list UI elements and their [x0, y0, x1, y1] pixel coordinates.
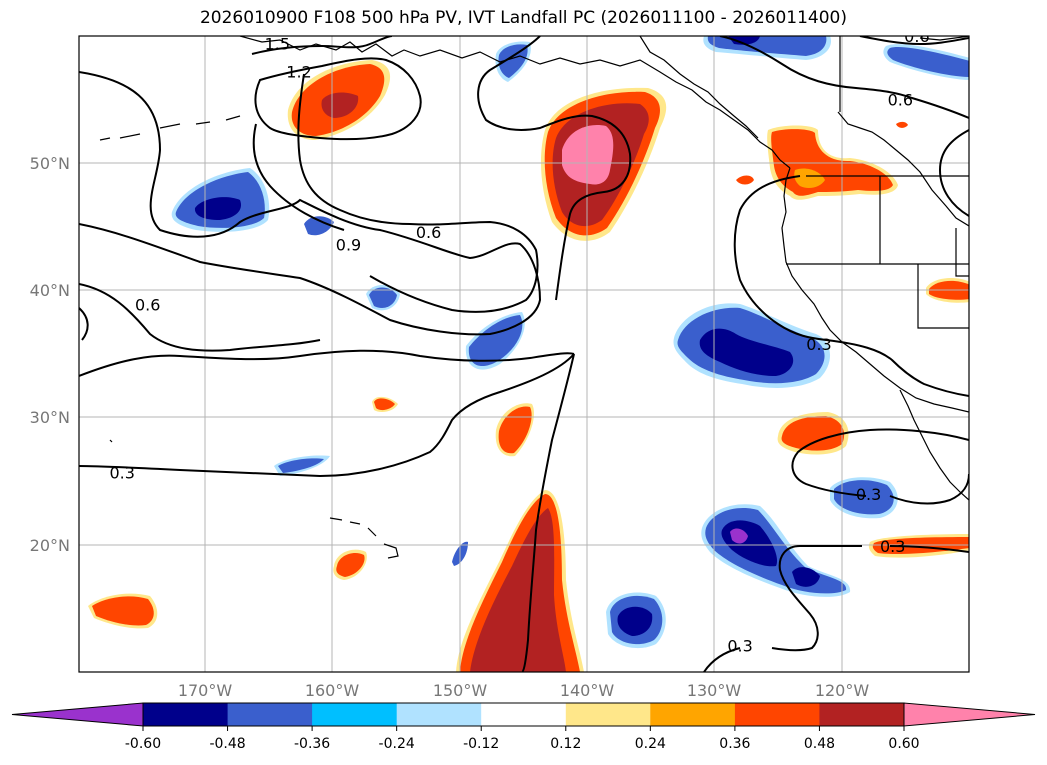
colorbar-tick-label: -0.12: [463, 736, 499, 752]
colorbar-tick-label: -0.24: [379, 736, 415, 752]
colorbar-tick-label: -0.36: [294, 736, 330, 752]
colorbar-tick-label: 0.24: [635, 736, 666, 752]
lon-label-120w: 120°W: [815, 681, 870, 700]
longitude-labels: 170°W 160°W 150°W 140°W 130°W 120°W: [178, 681, 870, 700]
lat-label-20n: 20°N: [30, 536, 70, 555]
contour-label: 0.3: [806, 335, 831, 354]
lat-label-50n: 50°N: [30, 154, 70, 173]
contour-label: 1.5: [265, 35, 290, 54]
contour-label: 1.2: [286, 63, 311, 82]
negative-anomaly-baja: [834, 480, 894, 515]
positive-anomaly-small: [336, 553, 365, 577]
contour-label: 0.6: [904, 27, 929, 46]
lon-label-170w: 170°W: [178, 681, 233, 700]
negative-anomaly-north: [728, 36, 760, 45]
positive-anomaly-tropical-plume: [470, 508, 566, 672]
colorbar-segment: [819, 703, 905, 726]
lon-label-160w: 160°W: [305, 681, 360, 700]
colorbar-extend-high: [903, 702, 1036, 727]
contour-label: 0.6: [135, 295, 160, 314]
colorbar-segment: [312, 703, 398, 726]
colorbar-segment: [565, 703, 651, 726]
positive-anomaly-gulf-alaska: [562, 125, 614, 185]
contour-labels: 1.5 1.2 0.6 0.9 0.6 0.3 0.6 0.6 0.3 0.3 0.3 0.3: [109, 27, 929, 655]
lat-label-40n: 40°N: [30, 281, 70, 300]
colorbar-segment: [227, 703, 313, 726]
positive-anomaly-small: [896, 121, 908, 128]
colorbar-segment: [650, 703, 736, 726]
colorbar-tick-label: -0.48: [209, 736, 245, 752]
contour-label: 0.9: [336, 236, 361, 255]
negative-anomaly-small: [498, 44, 528, 78]
contour-label: 0.6: [416, 223, 441, 242]
colorbar: -0.60 -0.48 -0.36 -0.24 -0.12 0.12 0.24 0.36 0.4…: [11, 702, 1036, 752]
colorbar-tick-label: 0.60: [888, 736, 919, 752]
negative-anomaly-south: [617, 606, 653, 636]
contours: [79, 36, 969, 672]
colorbar-segment: [734, 703, 820, 726]
colorbar-extend-low: [11, 702, 144, 727]
colorbar-tick-label: -0.60: [125, 736, 161, 752]
negative-anomaly-small: [278, 458, 324, 473]
coastlines: [99, 36, 969, 559]
colorbar-tick-label: 0.12: [550, 736, 581, 752]
negative-anomaly-small: [369, 287, 397, 308]
map-border: [78, 35, 970, 673]
positive-anomaly-east-pacific: [781, 416, 845, 451]
contour-label: 0.6: [888, 91, 913, 110]
positive-anomaly-west: [92, 596, 154, 626]
lon-label-130w: 130°W: [687, 681, 742, 700]
positive-anomaly-small: [498, 406, 532, 454]
contour-label: 0.3: [109, 463, 134, 482]
colorbar-segment: [143, 703, 229, 726]
positive-anomaly-small: [736, 175, 754, 185]
colorbar-tick-label: 0.36: [719, 736, 750, 752]
negative-anomaly-west: [194, 197, 242, 220]
lon-label-140w: 140°W: [560, 681, 615, 700]
positive-anomaly-bering: [321, 92, 359, 118]
negative-anomaly-north: [887, 47, 969, 77]
colorbar-border: [142, 702, 905, 727]
contour-label: 0.3: [727, 636, 752, 655]
positive-anomaly-small: [374, 398, 395, 411]
negative-anomaly-east: [699, 328, 794, 376]
latitude-labels: 50°N 40°N 30°N 20°N: [30, 154, 70, 555]
lat-label-30n: 30°N: [30, 408, 70, 427]
colorbar-segment: [396, 703, 482, 726]
colorbar-segment: [481, 703, 567, 726]
positive-anomaly-pacific-nw: [794, 168, 825, 188]
contour-label: 0.3: [880, 537, 905, 556]
negative-anomaly-se: [730, 528, 748, 544]
map-title: 2026010900 F108 500 hPa PV, IVT Landfall…: [199, 8, 847, 28]
contour-label: 0.3: [856, 485, 881, 504]
negative-anomaly-se: [792, 567, 820, 587]
lon-label-150w: 150°W: [433, 681, 488, 700]
negative-anomaly-small: [304, 216, 334, 236]
colorbar-tick-label: 0.48: [804, 736, 835, 752]
